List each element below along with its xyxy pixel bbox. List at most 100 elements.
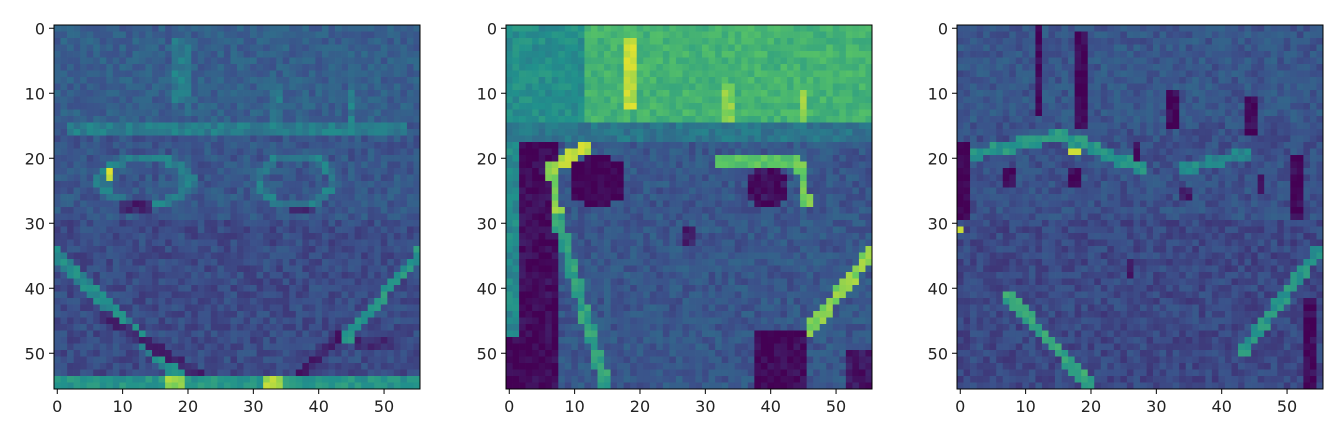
- heatmap-cell: [158, 265, 166, 273]
- heatmap-cell: [367, 57, 375, 65]
- heatmap-cell: [276, 239, 284, 247]
- heatmap-cell: [80, 363, 88, 370]
- heatmap-cell: [289, 64, 297, 71]
- heatmap-cell: [361, 213, 369, 221]
- heatmap-cell: [152, 25, 159, 32]
- heatmap-cell: [374, 135, 382, 143]
- heatmap-cell: [341, 356, 349, 364]
- heatmap-cell: [276, 259, 284, 266]
- heatmap-cell: [93, 246, 101, 253]
- heatmap-cell: [80, 135, 88, 143]
- heatmap-cell: [643, 194, 651, 201]
- heatmap-cell: [289, 77, 297, 84]
- heatmap-cell: [269, 343, 277, 351]
- heatmap-cell: [787, 200, 794, 208]
- heatmap-cell: [747, 44, 755, 52]
- heatmap-cell: [610, 25, 618, 32]
- heatmap-cell: [191, 382, 199, 390]
- heatmap-cell: [519, 168, 526, 175]
- heatmap-cell: [217, 220, 225, 227]
- heatmap-cell: [138, 259, 146, 266]
- heatmap-cell: [165, 233, 172, 240]
- heatmap-cell: [584, 25, 592, 32]
- heatmap-cell: [571, 64, 579, 71]
- heatmap-cell: [230, 200, 238, 208]
- heatmap-cell: [315, 96, 323, 104]
- heatmap-cell: [393, 350, 401, 357]
- heatmap-cell: [793, 194, 801, 201]
- heatmap-cell: [328, 311, 336, 318]
- heatmap-cell: [721, 181, 729, 188]
- heatmap-cell: [413, 142, 421, 149]
- heatmap-cell: [106, 213, 114, 221]
- heatmap-cell: [584, 109, 592, 117]
- heatmap-cell: [545, 194, 553, 201]
- heatmap-cell: [348, 90, 355, 97]
- heatmap-cell: [406, 369, 414, 377]
- heatmap-cell: [656, 194, 664, 201]
- heatmap-cell: [636, 135, 644, 143]
- heatmap-cell: [406, 187, 414, 195]
- heatmap-cell: [335, 116, 342, 123]
- heatmap-cell: [145, 220, 153, 227]
- heatmap-cell: [256, 272, 264, 279]
- heatmap-cell: [269, 252, 277, 260]
- heatmap-cell: [197, 116, 205, 123]
- heatmap-cell: [106, 324, 114, 331]
- heatmap-cell: [243, 116, 251, 123]
- heatmap-cell: [689, 51, 696, 58]
- heatmap-cell: [152, 44, 159, 52]
- heatmap-cell: [289, 382, 297, 390]
- heatmap-cell: [721, 168, 729, 175]
- heatmap-cell: [210, 96, 218, 104]
- heatmap-cell: [73, 369, 81, 377]
- heatmap-cell: [662, 51, 670, 58]
- heatmap-cell: [223, 220, 231, 227]
- heatmap-cell: [506, 116, 513, 123]
- heatmap-cell: [341, 252, 349, 260]
- heatmap-cell: [715, 213, 723, 221]
- heatmap-cell: [380, 31, 388, 39]
- heatmap-cell: [506, 57, 513, 65]
- heatmap-cell: [721, 194, 729, 201]
- heatmap-cell: [152, 239, 159, 247]
- heatmap-cell: [839, 25, 847, 32]
- heatmap-cell: [328, 252, 336, 260]
- heatmap-cell: [845, 207, 853, 214]
- heatmap-cell: [682, 31, 690, 39]
- heatmap-cell: [584, 155, 592, 162]
- heatmap-cell: [341, 96, 349, 104]
- heatmap-cell: [367, 116, 375, 123]
- heatmap-cell: [80, 265, 88, 273]
- heatmap-cell: [276, 174, 284, 182]
- heatmap-cell: [204, 31, 212, 39]
- heatmap-cell: [250, 382, 257, 390]
- heatmap-cell: [813, 220, 821, 227]
- heatmap-cell: [263, 337, 271, 344]
- heatmap-cell: [145, 57, 153, 65]
- heatmap-cell: [250, 259, 257, 266]
- heatmap-cell: [852, 194, 860, 201]
- heatmap-cell: [243, 278, 251, 286]
- heatmap-cell: [256, 51, 264, 58]
- heatmap-cell: [675, 44, 683, 52]
- heatmap-cell: [367, 38, 375, 45]
- heatmap-cell: [728, 226, 736, 234]
- heatmap-cell: [787, 90, 794, 97]
- heatmap-cell: [308, 25, 316, 32]
- heatmap-cell: [400, 181, 408, 188]
- heatmap-cell: [112, 246, 120, 253]
- heatmap-cell: [806, 200, 814, 208]
- heatmap-cell: [243, 129, 251, 136]
- heatmap-cell: [361, 194, 369, 201]
- heatmap-cell: [295, 109, 303, 117]
- heatmap-cell: [597, 174, 605, 182]
- heatmap-cell: [321, 174, 329, 182]
- heatmap-cell: [295, 194, 303, 201]
- heatmap-cell: [165, 356, 172, 364]
- heatmap-cell: [852, 83, 860, 91]
- heatmap-cell: [374, 213, 382, 221]
- heatmap-cell: [506, 31, 513, 39]
- heatmap-cell: [800, 226, 807, 234]
- heatmap-cell: [86, 330, 94, 338]
